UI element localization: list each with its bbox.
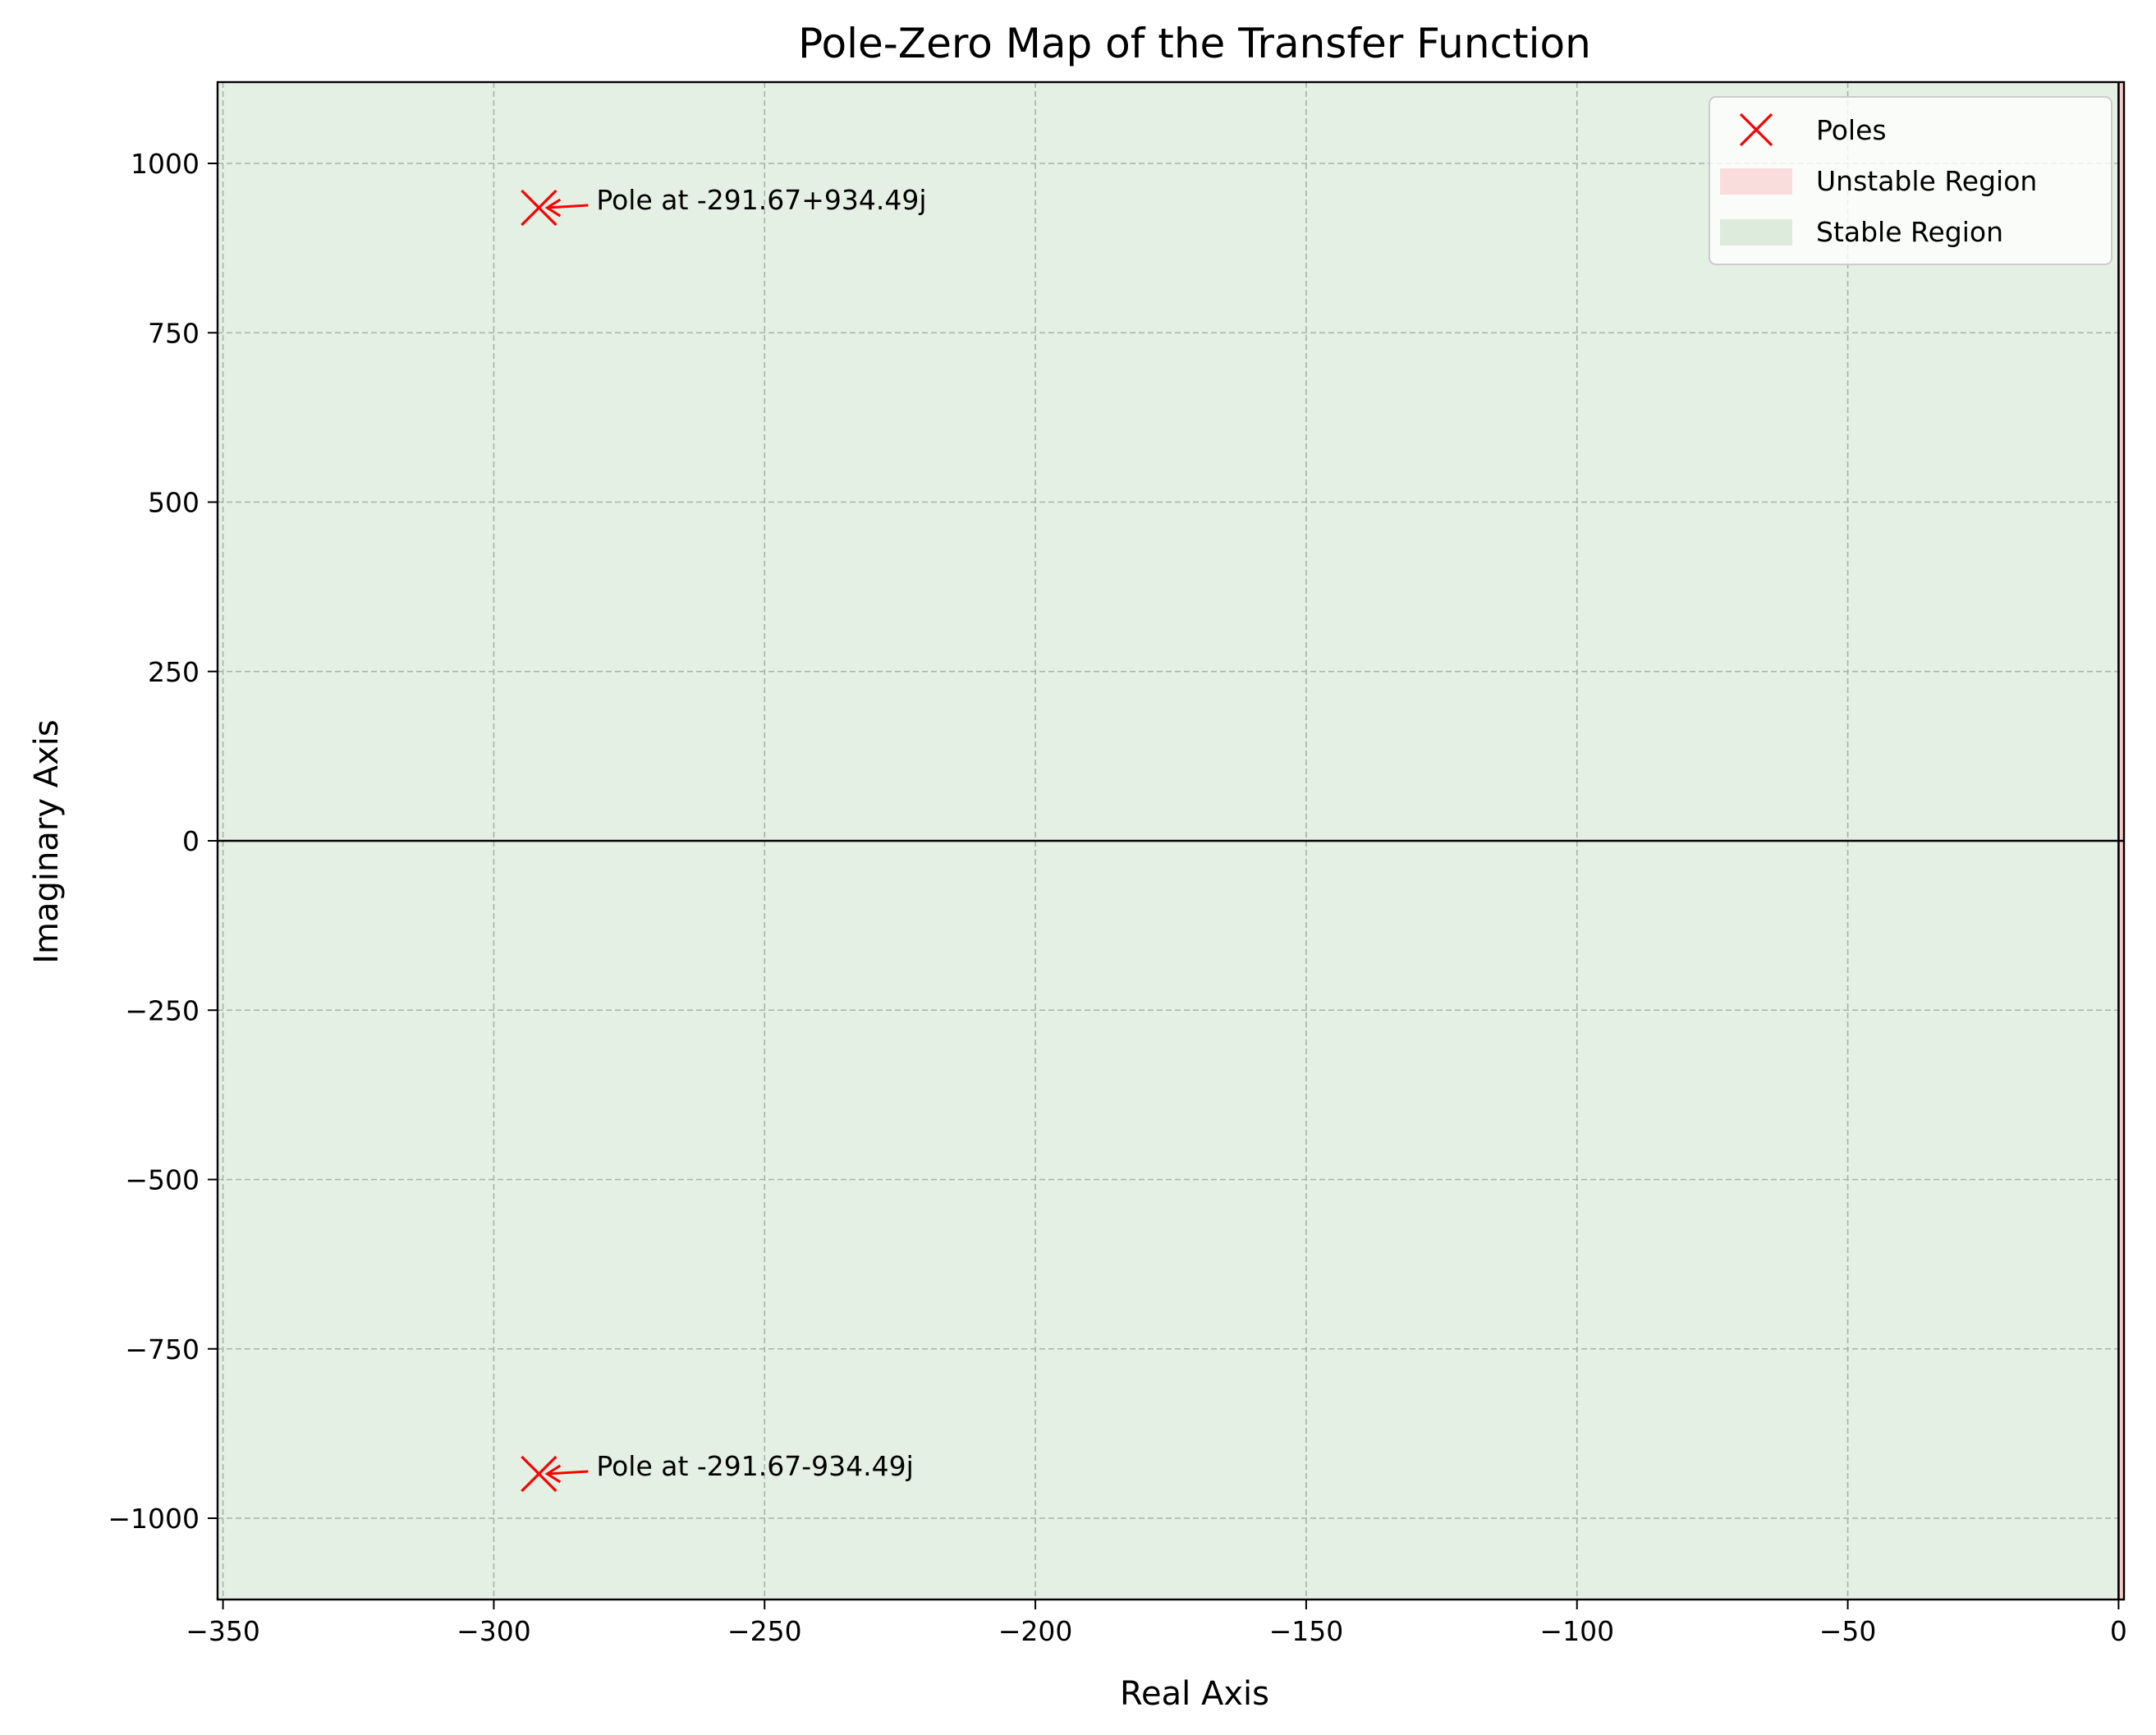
pole-marker-stroke — [521, 1455, 557, 1493]
legend-pole-icon — [1739, 112, 1773, 147]
x-ticks: −350 −300 −250 −200 −150 −100 −50 0 — [186, 1600, 2127, 1647]
axes-lines — [218, 82, 2124, 1600]
y-tick-label: 1000 — [131, 148, 200, 180]
annotation-label: Pole at -291.67+934.49j — [596, 184, 926, 216]
legend-label: Stable Region — [1816, 216, 2003, 248]
y-tick-label: 750 — [148, 317, 200, 349]
x-tick-label: −150 — [1269, 1615, 1344, 1647]
x-tick-label: −350 — [186, 1615, 260, 1647]
pole-marker — [521, 189, 557, 227]
annotation-arrow-head — [544, 1464, 562, 1484]
y-tick-label: −500 — [125, 1164, 200, 1196]
x-tick-label: −100 — [1539, 1615, 1614, 1647]
y-tick-label: −1000 — [108, 1503, 200, 1535]
legend-patch-icon — [1720, 168, 1792, 195]
x-tick-label: −300 — [456, 1615, 531, 1647]
legend-label: Unstable Region — [1816, 165, 2037, 197]
annotation-arrow-shaft — [547, 1470, 589, 1476]
y-axis-title: Imaginary Axis — [28, 719, 66, 963]
y-tick-label: −250 — [125, 994, 200, 1026]
pole-marker-stroke — [521, 189, 557, 227]
y-ticks: −1000 −750 −500 −250 0 250 500 750 1000 — [108, 148, 218, 1535]
x-axis-title: Real Axis — [1120, 1675, 1269, 1713]
x-tick-label: −50 — [1819, 1615, 1877, 1647]
pole-markers — [521, 189, 557, 1493]
legend-item: Unstable Region — [1720, 165, 2037, 197]
annotation-arrow-shaft — [547, 204, 589, 209]
y-tick-label: −750 — [125, 1333, 200, 1366]
annotation-label: Pole at -291.67-934.49j — [596, 1450, 913, 1482]
y-tick-label: 250 — [148, 656, 200, 688]
pole-marker — [521, 1455, 557, 1493]
y-tick-label: 0 — [182, 825, 200, 857]
annotation-arrow-head — [544, 198, 562, 218]
legend-box — [1709, 96, 2112, 265]
legend: Poles Unstable Region Stable Region — [1709, 96, 2112, 265]
legend-item: Stable Region — [1720, 216, 2003, 248]
x-tick-label: −250 — [727, 1615, 802, 1647]
pole-annotation: Pole at -291.67-934.49j — [544, 1450, 914, 1484]
legend-patch-icon — [1720, 219, 1792, 246]
x-tick-label: 0 — [2110, 1615, 2127, 1647]
y-tick-label: 500 — [148, 487, 200, 519]
legend-item: Poles — [1739, 112, 1887, 147]
pole-annotation: Pole at -291.67+934.49j — [544, 184, 927, 218]
chart-title: Pole-Zero Map of the Transfer Function — [798, 20, 1591, 67]
pole-annotations: Pole at -291.67+934.49j Pole at -291.67-9… — [544, 184, 927, 1484]
legend-label: Poles — [1816, 114, 1887, 146]
x-tick-label: −200 — [998, 1615, 1073, 1647]
